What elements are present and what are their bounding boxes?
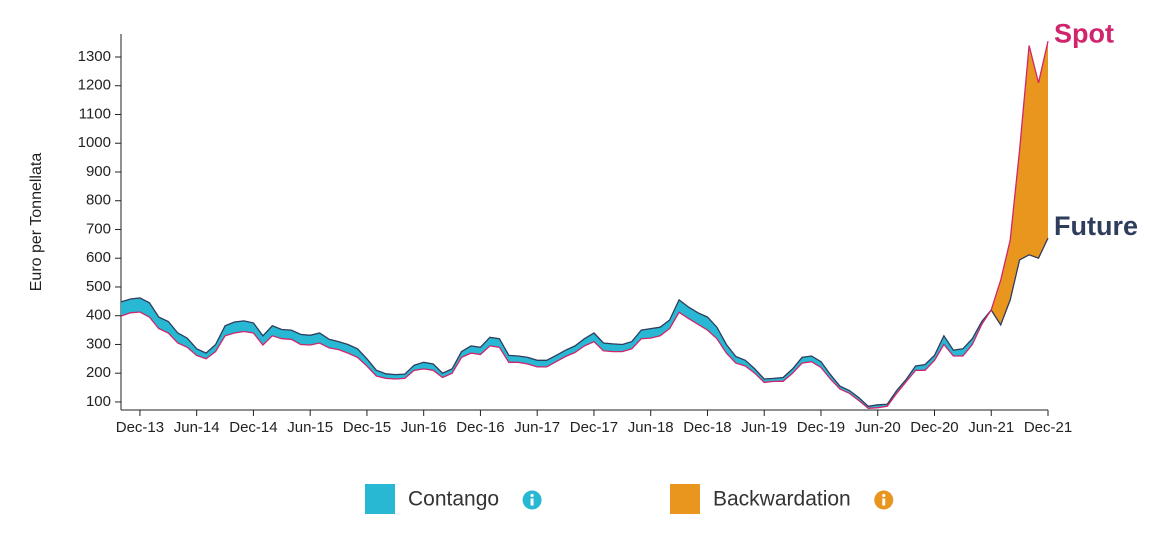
series-label: Spot: [1054, 18, 1114, 48]
x-tick-label: Dec-21: [1024, 419, 1072, 436]
y-tick-label: 1100: [79, 105, 111, 122]
y-tick-label: 600: [86, 249, 111, 266]
legend-label: Contango: [408, 488, 499, 511]
x-tick-label: Dec-19: [797, 419, 845, 436]
x-tick-label: Dec-15: [343, 419, 391, 436]
x-tick-label: Dec-16: [456, 419, 504, 436]
series-label: Future: [1054, 211, 1138, 241]
x-tick-label: Jun-19: [741, 419, 787, 436]
info-icon-bar: [882, 498, 886, 506]
info-icon-dot: [530, 493, 534, 498]
y-axis-label: Euro per Tonnellata: [28, 153, 45, 292]
x-tick-label: Jun-15: [287, 419, 333, 436]
x-tick-label: Dec-18: [683, 419, 731, 436]
legend-swatch: [670, 484, 700, 514]
x-tick-label: Dec-17: [570, 419, 618, 436]
x-tick-label: Jun-14: [174, 419, 220, 436]
y-tick-label: 900: [86, 163, 111, 180]
contango-area: [121, 238, 1048, 409]
x-tick-label: Jun-17: [514, 419, 560, 436]
backwardation-area: [121, 41, 1048, 407]
x-tick-label: Dec-20: [910, 419, 958, 436]
legend-label: Backwardation: [713, 488, 851, 511]
y-tick-label: 1000: [78, 134, 111, 151]
y-tick-label: 800: [86, 192, 111, 209]
legend-swatch: [365, 484, 395, 514]
x-tick-label: Dec-14: [229, 419, 277, 436]
y-tick-label: 700: [86, 220, 111, 237]
info-icon-dot: [882, 493, 886, 498]
series-line: [120, 41, 1049, 409]
y-tick-label: 500: [86, 278, 111, 295]
info-icon-bar: [530, 498, 534, 506]
y-tick-label: 100: [86, 393, 111, 410]
x-tick-label: Jun-18: [628, 419, 674, 436]
y-tick-label: 400: [86, 307, 111, 324]
x-tick-label: Jun-16: [401, 419, 447, 436]
y-tick-label: 300: [86, 335, 111, 352]
x-tick-label: Dec-13: [116, 419, 164, 436]
x-tick-label: Jun-21: [968, 419, 1014, 436]
y-tick-label: 1300: [78, 48, 111, 65]
y-tick-label: 200: [86, 364, 111, 381]
series-line: [120, 237, 1049, 407]
x-tick-label: Jun-20: [855, 419, 901, 436]
y-tick-label: 1200: [78, 77, 111, 94]
